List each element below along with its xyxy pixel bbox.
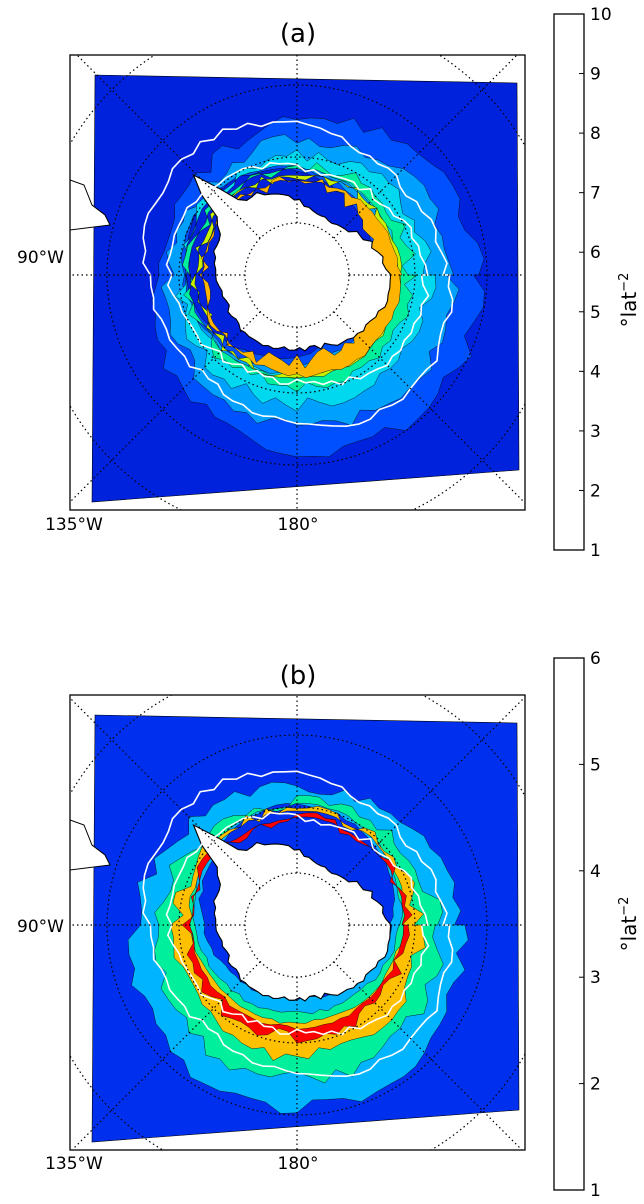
map-area xyxy=(70,55,525,510)
lon-label-135w: 135°W xyxy=(45,515,103,535)
latitude-circle xyxy=(106,734,488,1116)
colorbar-label: °lat−2 xyxy=(617,897,641,952)
colorbar-tick-label: 7 xyxy=(590,184,601,204)
meridian-line xyxy=(333,55,518,239)
colorbar-frame xyxy=(553,657,585,1191)
colorbar-tick-label: 3 xyxy=(590,422,601,442)
map-area xyxy=(70,695,525,1150)
south-america-coastline xyxy=(70,179,111,231)
polar-map-b: (b) 90°W 135°W 180° 1 2 3 4 5 6 °lat−2 xyxy=(17,649,641,1201)
meridian-line xyxy=(76,55,261,239)
colorbar-tick-label: 1 xyxy=(590,541,601,561)
colorbar: 1 2 3 4 5 6 xyxy=(553,649,601,1201)
panel-title: (b) xyxy=(280,661,317,691)
colorbar-tick-label: 2 xyxy=(590,481,601,501)
colorbar-tick-label: 4 xyxy=(590,862,601,882)
latitude-circle xyxy=(178,806,416,1044)
meridian-line xyxy=(333,961,523,1150)
lon-label-90w: 90°W xyxy=(17,917,64,937)
colorbar-frame xyxy=(553,13,585,551)
front-line xyxy=(165,161,430,386)
colorbar-tick-label: 8 xyxy=(590,124,601,144)
contour-band xyxy=(199,176,403,379)
antarctica-coastline xyxy=(192,173,393,352)
latitude-circle xyxy=(106,84,488,466)
colorbar-tick-label: 5 xyxy=(590,303,601,323)
colorbar-tick-label: 10 xyxy=(590,5,612,25)
polar-map-a: (a) 90°W 135°W 180° 1 2 3 4 5 6 7 8 9 10 °lat−2 xyxy=(17,5,641,561)
colorbar-tick-label: 5 xyxy=(590,755,601,775)
lon-label-180: 180° xyxy=(278,515,319,535)
meridian-line xyxy=(333,311,525,504)
antarctica-coastline xyxy=(192,823,393,1002)
panel-b: (b) 90°W 135°W 180° 1 2 3 4 5 6 °lat−2 xyxy=(0,600,644,1201)
colorbar-tick-label: 9 xyxy=(590,65,601,85)
meridian-line xyxy=(71,961,261,1150)
colorbar-tick-label: 1 xyxy=(590,1181,601,1200)
south-america-coastline xyxy=(70,819,111,871)
meridian-line xyxy=(70,697,261,889)
colorbar-label: °lat−2 xyxy=(617,273,641,328)
front-line xyxy=(142,120,454,428)
map-frame xyxy=(69,54,526,511)
colorbar-tick-label: 4 xyxy=(590,362,601,382)
meridian-line xyxy=(333,696,525,889)
front-line xyxy=(142,770,454,1078)
contour-band xyxy=(181,812,413,1044)
meridian-line xyxy=(70,311,261,503)
lon-label-135w: 135°W xyxy=(45,1154,103,1174)
latitude-circle xyxy=(178,156,416,394)
colorbar-tick-label: 6 xyxy=(590,649,601,669)
lon-label-180: 180° xyxy=(278,1154,319,1174)
lon-label-90w: 90°W xyxy=(17,248,64,268)
colorbar-tick-label: 2 xyxy=(590,1075,601,1095)
front-line xyxy=(165,811,430,1036)
panel-title: (a) xyxy=(280,19,316,49)
colorbar-tick-label: 6 xyxy=(590,243,601,263)
colorbar: 1 2 3 4 5 6 7 8 9 10 xyxy=(553,5,612,561)
map-frame xyxy=(69,694,526,1151)
panel-a: (a) 90°W 135°W 180° 1 2 3 4 5 6 7 8 9 10 °lat−2 xyxy=(0,0,644,600)
colorbar-tick-label: 3 xyxy=(590,968,601,988)
